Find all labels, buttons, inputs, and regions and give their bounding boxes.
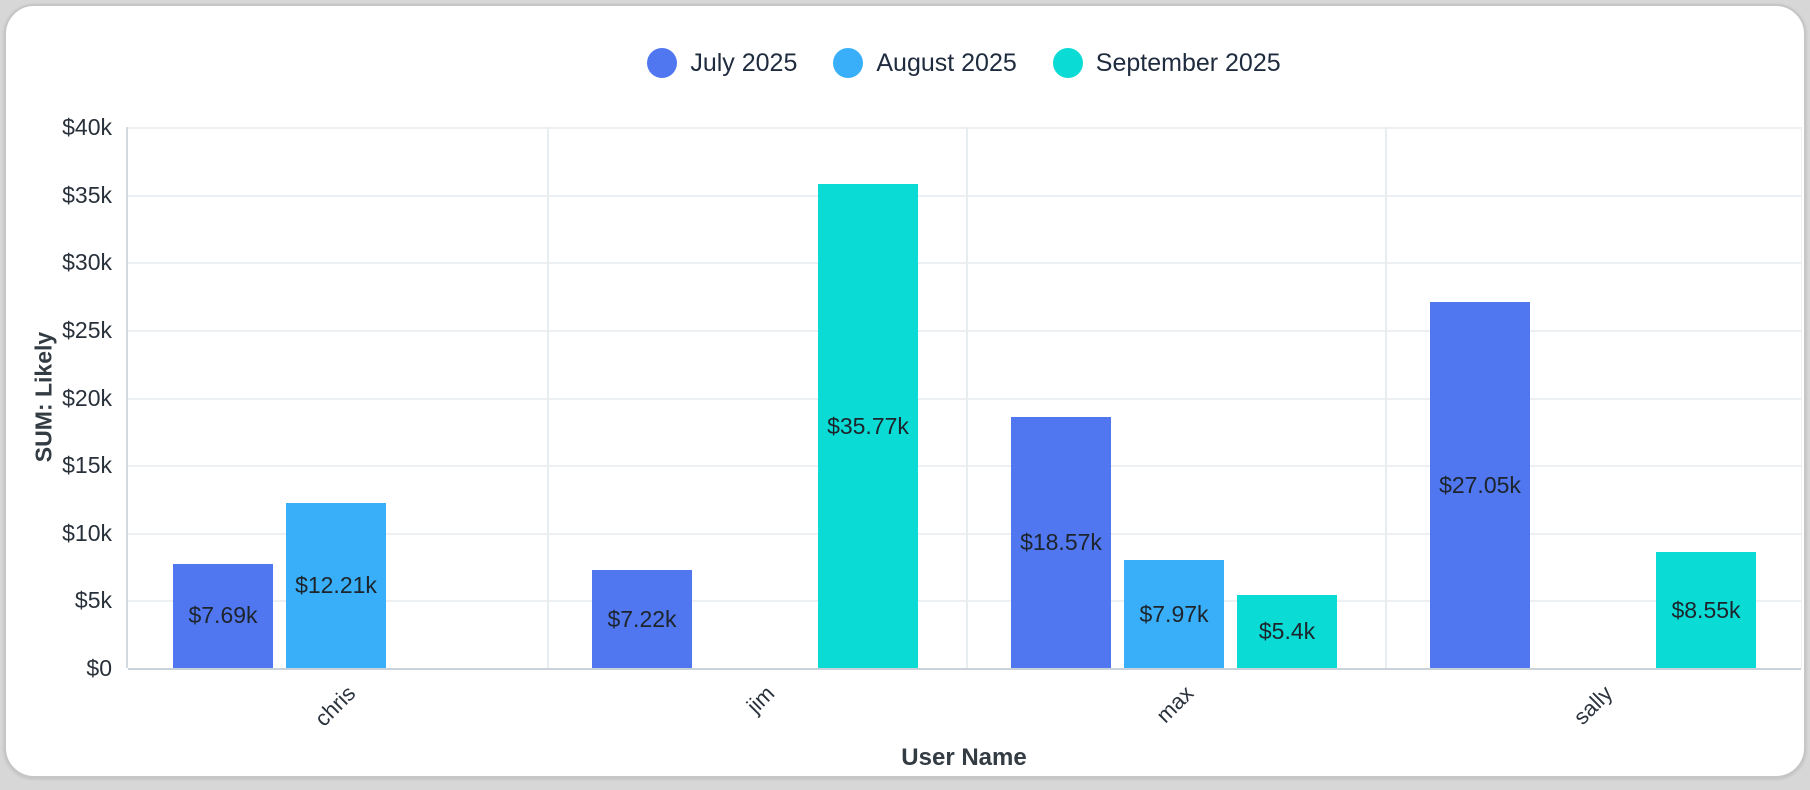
y-tick-label: $40k	[62, 114, 112, 140]
gridline	[128, 194, 1801, 197]
legend-dot-icon	[833, 48, 864, 78]
legend-item-september-2025[interactable]: September 2025	[1052, 48, 1281, 78]
bar-august-2025-chris[interactable]: $12.21k	[286, 502, 386, 668]
gridline	[1385, 127, 1387, 668]
legend-item-july-2025[interactable]: July 2025	[647, 48, 797, 78]
y-tick-label: $25k	[62, 316, 112, 343]
gridline	[128, 668, 1801, 670]
legend-label: July 2025	[690, 48, 798, 77]
legend-dot-icon	[647, 48, 678, 78]
bar-value-label: $7.97k	[1139, 600, 1209, 627]
bar-value-label: $35.77k	[827, 412, 909, 439]
bar-september-2025-jim[interactable]: $35.77k	[818, 184, 918, 668]
y-tick-label: $30k	[62, 249, 112, 276]
bar-value-label: $27.05k	[1439, 471, 1521, 498]
bar-july-2025-sally[interactable]: $27.05k	[1430, 302, 1530, 668]
chart-legend: July 2025 August 2025 September 2025	[126, 42, 1802, 84]
chart-card: July 2025 August 2025 September 2025 SUM…	[4, 4, 1806, 778]
bar-september-2025-sally[interactable]: $8.55k	[1656, 552, 1756, 668]
plot-area: $7.69k $7.22k $18.57k $27.05k $12.21k $7.97k $…	[126, 127, 1802, 670]
bar-value-label: $8.55k	[1671, 596, 1741, 623]
gridline	[966, 127, 968, 668]
legend-dot-icon	[1052, 48, 1083, 78]
bar-july-2025-max[interactable]: $18.57k	[1011, 416, 1111, 668]
bar-value-label: $7.22k	[607, 605, 677, 632]
gridline	[128, 600, 1801, 603]
bar-value-label: $5.4k	[1258, 617, 1316, 644]
gridline	[128, 127, 1801, 129]
legend-label: August 2025	[876, 48, 1017, 77]
y-tick-label: $10k	[62, 519, 112, 546]
gridline	[128, 465, 1801, 468]
gridline	[128, 397, 1801, 400]
gridline	[128, 532, 1801, 535]
x-axis-title: User Name	[901, 744, 1027, 771]
bar-value-label: $12.21k	[295, 571, 377, 598]
bar-july-2025-jim[interactable]: $7.22k	[592, 570, 692, 668]
x-category-label-sally: sally	[1567, 680, 1617, 730]
x-category-label-jim: jim	[741, 680, 779, 719]
y-tick-label: $20k	[62, 384, 112, 411]
legend-item-august-2025[interactable]: August 2025	[833, 48, 1017, 78]
gridline	[128, 262, 1801, 265]
y-tick-label: $35k	[62, 181, 112, 208]
x-category-label-chris: chris	[309, 680, 360, 732]
x-category-label-max: max	[1150, 680, 1198, 728]
bar-july-2025-chris[interactable]: $7.69k	[173, 563, 273, 668]
y-tick-label: $5k	[74, 587, 112, 614]
y-tick-label: $15k	[62, 452, 112, 479]
legend-label: September 2025	[1095, 48, 1281, 77]
y-tick-label: $0	[86, 655, 112, 681]
bar-august-2025-max[interactable]: $7.97k	[1124, 560, 1224, 668]
gridline	[128, 329, 1801, 332]
bar-value-label: $7.69k	[188, 602, 258, 629]
bar-september-2025-max[interactable]: $5.4k	[1237, 594, 1337, 668]
bar-value-label: $18.57k	[1020, 528, 1102, 555]
gridline	[547, 127, 549, 668]
